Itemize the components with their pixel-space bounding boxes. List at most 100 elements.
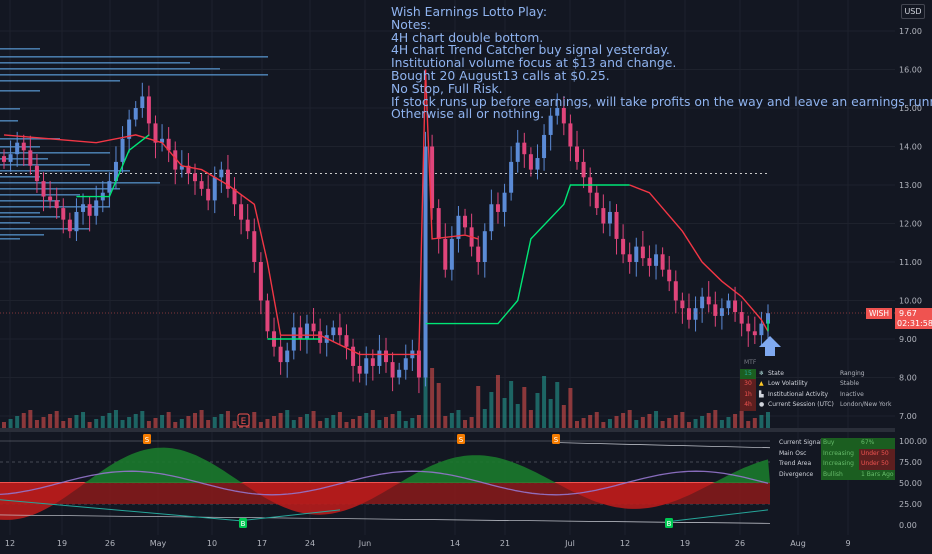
volume-bar (555, 382, 560, 428)
volume-bar (568, 388, 573, 428)
mtf-timeframe: 15 (740, 368, 756, 379)
candle (654, 244, 659, 280)
candle (21, 134, 26, 166)
volume-bar (21, 413, 26, 428)
candle (173, 141, 178, 185)
volume-bar (173, 422, 178, 428)
mtf-label: State (768, 369, 784, 377)
note-line: 4H chart double bottom. (391, 29, 544, 45)
candle (548, 107, 553, 151)
mtf-table: MTF 15 ❄ State Ranging 30 ▲ Low Volatility Stabl… (740, 358, 900, 411)
candle (627, 242, 632, 274)
volume-bar (733, 414, 738, 428)
time-tick-label: 26 (735, 539, 745, 548)
volume-bar (673, 415, 678, 428)
candle (179, 150, 184, 178)
volume-bar (575, 421, 579, 428)
volume-bar (436, 383, 441, 428)
signal-value: Buy (821, 438, 859, 449)
candle (403, 344, 408, 380)
candle (199, 174, 204, 196)
note-line: Bought 20 August13 calls at $0.25. (391, 67, 610, 83)
candle (502, 183, 507, 227)
candle (561, 96, 566, 136)
buy-signal-marker[interactable]: B (239, 518, 247, 528)
building-icon: ▙ (759, 390, 764, 398)
candle (614, 204, 619, 255)
time-tick-label: Aug (790, 539, 806, 548)
volume-bar (107, 413, 112, 428)
sell-signal-marker[interactable]: S (552, 434, 560, 444)
volume-bar (166, 412, 171, 428)
volume-bar (87, 422, 92, 428)
oscillator-axis[interactable]: 100.00 75.00 50.00 25.00 0.00 (899, 437, 927, 530)
volume-bar (318, 421, 323, 428)
trend-line-down (3, 69, 427, 356)
candle (621, 224, 626, 264)
volume-bar (41, 417, 46, 428)
candle (28, 135, 33, 175)
volume-bar (206, 420, 211, 428)
candle (719, 298, 724, 330)
signal-label: Current Signal (779, 439, 822, 446)
volume-bar (548, 399, 553, 428)
mtf-row: 4h ● Current Session (UTC) London/New York (740, 400, 900, 411)
volume-bar (324, 418, 329, 428)
candle (107, 172, 112, 208)
buy-signal-marker[interactable]: B (665, 518, 673, 528)
volume-bar (133, 414, 138, 428)
candle (430, 134, 435, 220)
candle (463, 208, 468, 235)
candle (133, 101, 138, 127)
volume-bar (291, 420, 296, 428)
time-axis[interactable]: 12 19 26 May 10 17 24 Jun 14 21 Jul 12 19 26 Aug 9 (5, 539, 851, 548)
volume-bar (120, 420, 125, 428)
mtf-row: 15 ❄ State Ranging (740, 368, 900, 379)
volume-bar (528, 410, 533, 428)
mtf-row: 30 ▲ Low Volatility Stable (740, 379, 900, 390)
time-tick-label: Jun (358, 539, 372, 548)
candle (74, 198, 79, 242)
price-tick-label: 12.00 (899, 220, 922, 229)
candle (219, 161, 224, 193)
candle (482, 223, 487, 278)
sell-signal-marker[interactable]: S (457, 434, 465, 444)
candle (489, 189, 494, 241)
notes-annotation[interactable]: Wish Earnings Lotto Play: Notes: 4H chart … (391, 5, 932, 121)
candle (67, 212, 72, 239)
volume-bar (81, 412, 86, 428)
volume-bar (225, 411, 230, 428)
signal-value: Increasing (821, 448, 859, 459)
candle (239, 195, 244, 235)
volume-bar (759, 415, 764, 428)
currency-label[interactable]: USD (901, 4, 925, 19)
candle (706, 281, 711, 313)
snowflake-icon: ❄ (759, 369, 765, 377)
candle (746, 315, 751, 347)
signal-value: Bullish (821, 469, 859, 480)
candle (127, 109, 132, 153)
candle (278, 335, 283, 375)
volume-bar (502, 398, 507, 428)
volume-bar (94, 419, 99, 428)
price-axis[interactable]: 17.00 16.00 15.00 14.00 13.00 12.00 11.00 10.00… (899, 27, 922, 421)
mtf-label: Low Volatility (768, 380, 808, 387)
osc-wave-up (0, 447, 770, 483)
sell-signal-marker[interactable]: S (143, 434, 151, 444)
mtf-header: MTF (744, 359, 757, 366)
volume-bar (640, 417, 645, 428)
volume-bar (588, 415, 593, 428)
candle (522, 132, 527, 168)
svg-text:B: B (241, 520, 246, 528)
volume-bar (607, 419, 612, 428)
volume-bar (370, 410, 375, 428)
volume-bar (535, 393, 540, 428)
earnings-marker[interactable]: E (237, 413, 250, 427)
signal-row: Current Signal Buy 67% (779, 438, 899, 449)
volume-bar (443, 416, 448, 428)
volume-bar (127, 417, 132, 428)
volume-bar (344, 422, 349, 428)
signal-label: Main Osc (779, 449, 807, 457)
